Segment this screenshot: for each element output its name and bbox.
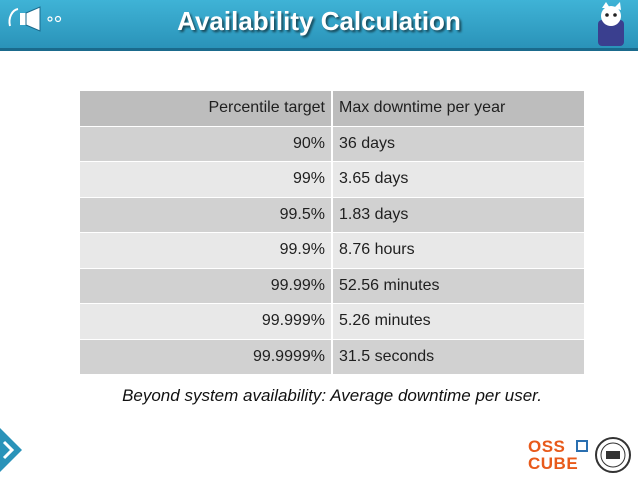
mascot-icon xyxy=(598,2,624,46)
page-title: Availability Calculation xyxy=(177,6,461,36)
table-row: 99.9999% 31.5 seconds xyxy=(80,339,584,375)
percentile-cell: 99.99% xyxy=(80,268,333,304)
table-row: 99% 3.65 days xyxy=(80,161,584,198)
downtime-cell: 31.5 seconds xyxy=(332,339,584,375)
megaphone-icon xyxy=(8,6,62,32)
table-row: 99.99% 52.56 minutes xyxy=(80,268,584,304)
logo-text-bottom: CUBE xyxy=(528,454,579,473)
downtime-cell: 3.65 days xyxy=(332,161,584,198)
logo-text-top: OSS xyxy=(528,437,566,456)
company-logo: OSS CUBE xyxy=(528,438,590,472)
downtime-cell: 36 days xyxy=(332,126,584,162)
percentile-cell: 99.999% xyxy=(80,303,333,340)
table-row: 99.9% 8.76 hours xyxy=(80,232,584,269)
downtime-cell: 8.76 hours xyxy=(332,232,584,269)
chevron-right-icon[interactable] xyxy=(0,428,22,472)
percentile-cell: 90% xyxy=(80,126,333,162)
column-header-downtime: Max downtime per year xyxy=(332,91,584,127)
downtime-cell: 52.56 minutes xyxy=(332,268,584,304)
percentile-cell: 99.9% xyxy=(80,232,333,269)
availability-table: Percentile target Max downtime per year … xyxy=(80,91,584,375)
downtime-cell: 1.83 days xyxy=(332,197,584,233)
table-row: 99.999% 5.26 minutes xyxy=(80,303,584,340)
percentile-cell: 99% xyxy=(80,161,333,198)
percentile-cell: 99.5% xyxy=(80,197,333,233)
column-header-percentile: Percentile target xyxy=(80,91,333,127)
slide-header: Availability Calculation xyxy=(0,0,638,51)
table-header-row: Percentile target Max downtime per year xyxy=(80,91,584,127)
percentile-cell: 99.9999% xyxy=(80,339,333,375)
table-row: 99.5% 1.83 days xyxy=(80,197,584,233)
seal-icon xyxy=(595,437,631,473)
slide-caption: Beyond system availability: Average down… xyxy=(122,386,542,405)
logo-cube-icon xyxy=(576,440,588,452)
table-row: 90% 36 days xyxy=(80,126,584,162)
downtime-cell: 5.26 minutes xyxy=(332,303,584,340)
